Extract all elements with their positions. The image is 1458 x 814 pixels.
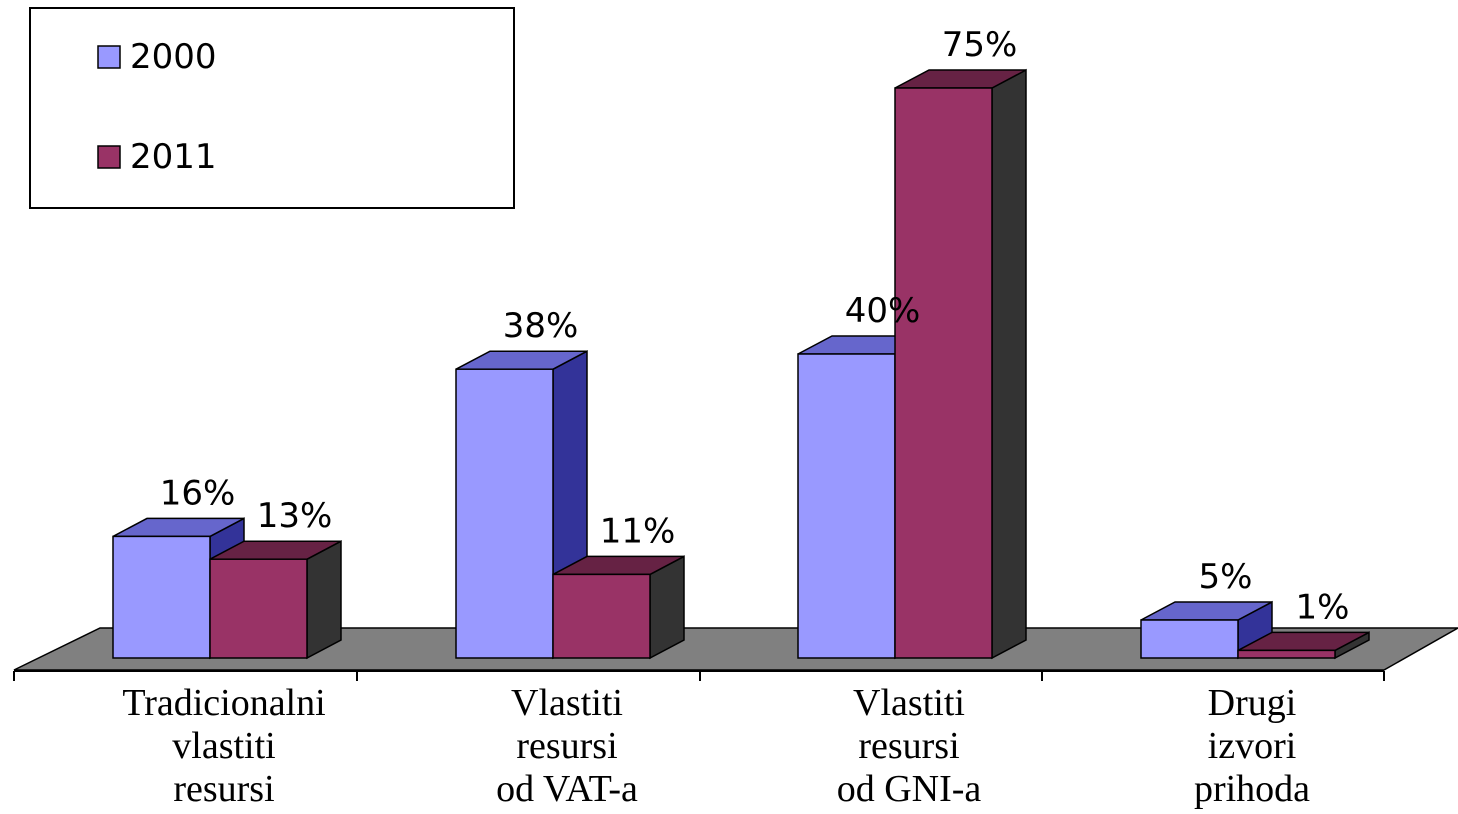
data-label-2011-2: 75% bbox=[942, 25, 1018, 65]
data-label-2011-3: 1% bbox=[1296, 587, 1350, 627]
category-label-3-line-1: izvori bbox=[1208, 725, 1297, 767]
category-label-0-line-0: Tradicionalni bbox=[122, 682, 325, 724]
category-label-1-line-1: resursi bbox=[516, 725, 617, 767]
category-label-3-line-2: prihoda bbox=[1194, 768, 1310, 810]
data-label-2000-3: 5% bbox=[1199, 557, 1253, 597]
bar-2011-3 bbox=[1237, 631, 1370, 660]
legend-label-2011: 2011 bbox=[130, 137, 217, 177]
legend-swatch-2011 bbox=[97, 145, 121, 169]
bar-front-2011-3 bbox=[1237, 649, 1336, 659]
bar-front-2011-2 bbox=[894, 87, 993, 659]
legend-box bbox=[29, 7, 515, 209]
data-label-2000-0: 16% bbox=[160, 473, 236, 513]
category-label-0-line-2: resursi bbox=[173, 768, 274, 810]
data-label-2011-1: 11% bbox=[600, 511, 676, 551]
bar-front-2000-3 bbox=[1140, 619, 1239, 659]
bar-side-2011-2 bbox=[991, 68, 1027, 660]
data-label-2000-2: 40% bbox=[845, 291, 921, 331]
bar-side-2011-0 bbox=[306, 539, 342, 660]
legend-label-2000: 2000 bbox=[130, 37, 217, 77]
bar-front-2000-0 bbox=[112, 535, 211, 659]
bar-front-2000-2 bbox=[797, 353, 896, 659]
category-label-1-line-0: Vlastiti bbox=[511, 682, 623, 724]
category-label-2-line-0: Vlastiti bbox=[853, 682, 965, 724]
data-label-2000-1: 38% bbox=[503, 306, 579, 346]
bar-front-2000-1 bbox=[455, 368, 554, 659]
bar-2011-0 bbox=[209, 539, 342, 660]
bar-front-2011-1 bbox=[552, 573, 651, 659]
data-label-2011-0: 13% bbox=[257, 496, 333, 536]
bar-2011-1 bbox=[552, 555, 685, 660]
bar-2011-2 bbox=[894, 68, 1027, 660]
category-label-1-line-2: od VAT-a bbox=[496, 768, 638, 810]
legend: 2000 2011 bbox=[29, 7, 515, 209]
bar-front-2011-0 bbox=[209, 558, 308, 659]
category-label-0-line-1: vlastiti bbox=[172, 725, 275, 767]
category-label-2-line-2: od GNI-a bbox=[837, 768, 982, 810]
category-label-2-line-1: resursi bbox=[858, 725, 959, 767]
category-label-3-line-0: Drugi bbox=[1208, 682, 1297, 724]
legend-swatch-2000 bbox=[97, 45, 121, 69]
